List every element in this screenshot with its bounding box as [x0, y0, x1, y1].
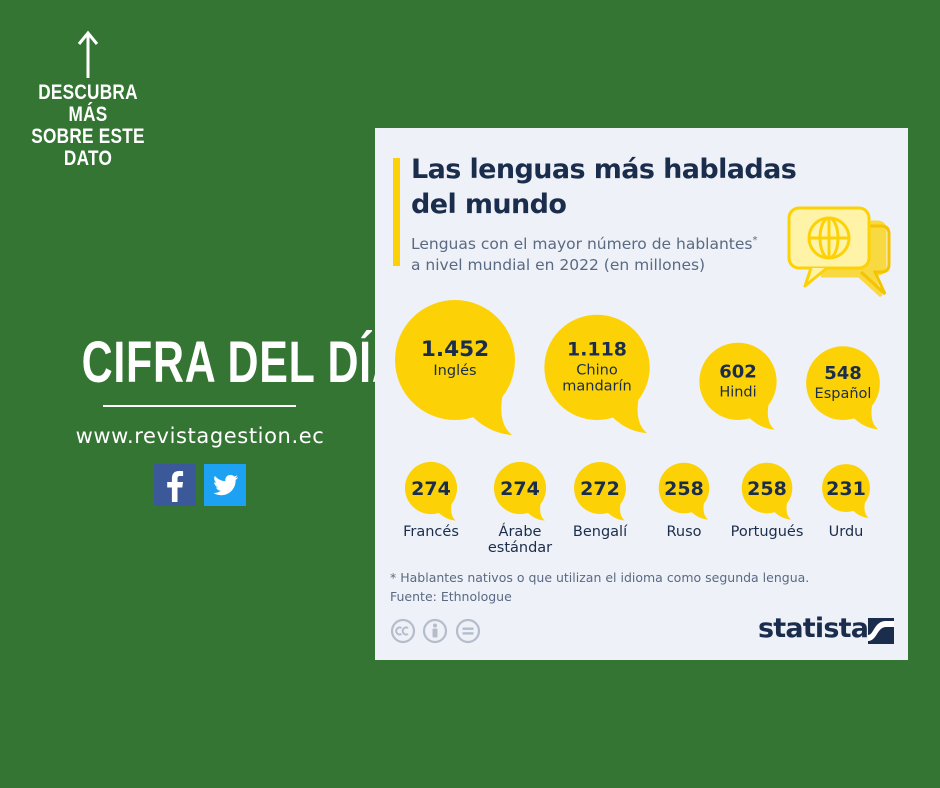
globe-speech-icon — [787, 206, 891, 298]
bubble-label-ruso: Ruso — [666, 524, 701, 540]
bubble-label-arabe-estandar: estándar — [488, 540, 552, 556]
bubble-value-arabe-estandar: 274 — [500, 478, 540, 500]
bubble-tail — [747, 402, 775, 430]
subtitle-line-1: Lenguas con el mayor número de hablantes — [411, 235, 753, 254]
twitter-icon — [213, 474, 239, 496]
bubble-hindi: 602 Hindi — [699, 342, 777, 430]
bubble-tail — [437, 502, 456, 521]
bubble-label-espanol: Español — [815, 386, 872, 402]
title-accent-bar — [393, 158, 400, 266]
bubble-label-frances: Francés — [403, 524, 459, 540]
bubble-circle — [574, 462, 626, 514]
footnote: * Hablantes nativos o que utilizan el id… — [390, 570, 810, 585]
arrow-up-icon — [77, 30, 99, 78]
bubble-value-chino-mandarin: 1.118 — [567, 338, 627, 360]
facebook-button[interactable] — [154, 464, 196, 506]
bubble-tail — [610, 396, 648, 434]
bubble-ruso: 258 Ruso — [658, 462, 710, 540]
bubble-tail — [526, 502, 545, 521]
more-info-text: DESCUBRA MÁS SOBRE ESTE DATO — [31, 81, 145, 170]
bubble-label-chino-mandarin: Chino — [576, 362, 618, 378]
nd-icon — [455, 618, 481, 644]
bubble-label-ingles: Inglés — [433, 363, 476, 379]
bubble-value-frances: 274 — [411, 478, 451, 500]
bubble-portugues: 258 Portugués — [731, 462, 804, 540]
bubble-bengali: 272 Bengalí — [573, 462, 628, 540]
chart-notes: * Hablantes nativos o que utilizan el id… — [390, 568, 809, 606]
bubble-circle — [658, 462, 710, 514]
chart-title: Las lenguas más habladas del mundo — [411, 154, 797, 220]
bubble-label-arabe-estandar: Árabe — [499, 523, 542, 540]
bubble-circle — [822, 464, 870, 512]
bubble-circle — [741, 462, 793, 514]
bubble-value-ingles: 1.452 — [421, 337, 489, 362]
bubble-tail — [852, 403, 879, 430]
website-link[interactable]: www.revistagestion.ec — [75, 424, 325, 448]
bubble-label-bengali: Bengalí — [573, 524, 628, 540]
bubble-label-hindi: Hindi — [719, 384, 756, 400]
bubble-value-espanol: 548 — [824, 363, 862, 384]
bubble-circle — [395, 300, 515, 420]
bubble-circle — [544, 314, 650, 420]
bubble-frances: 274 Francés — [403, 461, 459, 540]
bubble-tail — [851, 501, 869, 518]
source: Fuente: Ethnologue — [390, 589, 512, 604]
bubble-tail — [470, 393, 512, 435]
bubble-tail — [773, 501, 792, 520]
statista-mark-icon — [868, 618, 894, 644]
bubble-value-hindi: 602 — [719, 361, 757, 382]
bubble-label-urdu: Urdu — [829, 524, 864, 540]
twitter-button[interactable] — [204, 464, 246, 506]
bubble-tail — [690, 501, 709, 520]
cc-icon — [390, 618, 416, 644]
subtitle-line-2: a nivel mundial en 2022 (en millones) — [411, 256, 706, 275]
subtitle-marker: * — [752, 235, 758, 246]
bubble-circle — [699, 342, 777, 420]
statista-logo: statista — [758, 613, 894, 649]
infographic-card: Las lenguas más habladas del mundo Lengu… — [375, 128, 908, 660]
bubble-tail — [606, 502, 625, 521]
bubble-label-portugues: Portugués — [731, 524, 804, 540]
bubble-value-ruso: 258 — [664, 478, 704, 500]
hero-title: CIFRA DEL DÍA — [81, 330, 404, 395]
bubble-circle — [404, 461, 458, 515]
bubble-value-portugues: 258 — [747, 478, 787, 500]
bubble-value-urdu: 231 — [826, 478, 866, 500]
bubble-urdu: 231 Urdu — [822, 464, 870, 540]
bubble-value-bengali: 272 — [580, 478, 620, 500]
bubble-circle — [806, 346, 880, 420]
facebook-icon — [167, 471, 184, 502]
bubble-espanol: 548 Español — [806, 346, 880, 430]
bubble-circle — [493, 461, 547, 515]
divider — [103, 405, 296, 407]
brand-name: statista — [758, 613, 869, 644]
chart-subtitle: Lenguas con el mayor número de hablantes… — [411, 230, 791, 276]
license-icons — [390, 618, 481, 644]
by-icon — [422, 618, 448, 644]
bubble-label-chino-mandarin: mandarín — [562, 378, 631, 394]
more-info-link[interactable]: DESCUBRA MÁS SOBRE ESTE DATO — [18, 30, 158, 170]
